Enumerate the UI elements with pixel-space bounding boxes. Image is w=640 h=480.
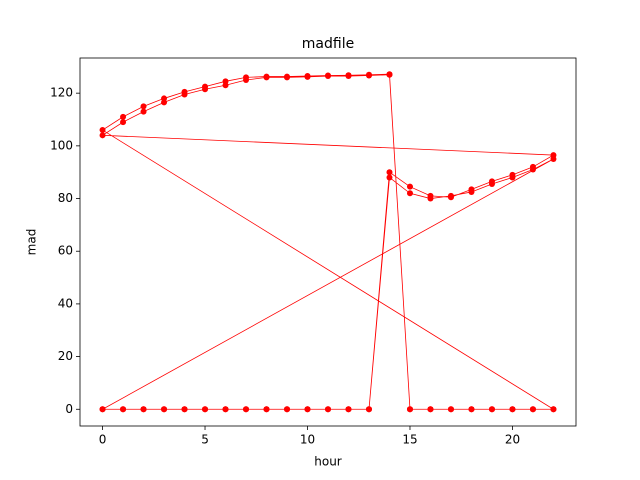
data-point xyxy=(406,183,413,190)
data-point xyxy=(181,88,188,95)
data-point xyxy=(263,73,270,80)
data-point xyxy=(140,406,147,413)
data-point xyxy=(263,406,270,413)
data-point xyxy=(488,406,495,413)
data-point xyxy=(488,178,495,185)
data-point xyxy=(550,406,557,413)
data-point xyxy=(222,406,229,413)
data-point xyxy=(304,406,311,413)
data-point xyxy=(140,103,147,110)
data-point xyxy=(386,174,393,181)
data-point xyxy=(468,186,475,193)
data-point xyxy=(447,406,454,413)
data-point xyxy=(120,113,127,120)
data-point xyxy=(550,152,557,159)
data-point xyxy=(161,406,168,413)
chart-title: madfile xyxy=(302,36,354,52)
data-point xyxy=(161,95,168,102)
data-point xyxy=(243,74,250,81)
data-point xyxy=(406,406,413,413)
data-point xyxy=(202,83,209,90)
data-point xyxy=(509,171,516,178)
data-point xyxy=(365,71,372,78)
data-point xyxy=(345,72,352,79)
data-point xyxy=(386,71,393,78)
data-point xyxy=(529,406,536,413)
data-point xyxy=(345,406,352,413)
y-tick-label: 120 xyxy=(50,86,73,100)
data-point xyxy=(243,406,250,413)
data-point xyxy=(99,406,106,413)
x-axis-label: hour xyxy=(314,455,342,469)
x-tick-label: 15 xyxy=(402,433,417,447)
data-point xyxy=(222,78,229,85)
data-point xyxy=(509,406,516,413)
y-tick-label: 40 xyxy=(58,296,73,310)
data-point xyxy=(284,406,291,413)
data-line xyxy=(100,73,555,410)
x-tick-label: 20 xyxy=(505,433,520,447)
x-tick-label: 5 xyxy=(201,433,209,447)
y-tick-label: 0 xyxy=(65,402,73,416)
x-tick-label: 10 xyxy=(300,433,315,447)
y-tick-label: 60 xyxy=(58,244,73,258)
y-tick-label: 80 xyxy=(58,191,73,205)
y-axis-label: mad xyxy=(25,229,39,256)
data-point xyxy=(427,192,434,199)
data-point xyxy=(325,72,331,79)
data-point xyxy=(468,406,475,413)
data-point xyxy=(386,169,393,176)
data-point xyxy=(365,406,372,413)
data-point xyxy=(529,163,536,170)
data-point xyxy=(181,406,188,413)
data-point xyxy=(120,406,127,413)
data-point xyxy=(99,127,106,134)
plot-frame xyxy=(79,57,577,427)
data-point xyxy=(284,73,291,80)
data-point xyxy=(427,406,434,413)
data-point xyxy=(447,194,454,201)
x-tick-label: 0 xyxy=(99,433,107,447)
y-tick-label: 100 xyxy=(50,138,73,152)
data-point xyxy=(120,119,127,126)
data-point xyxy=(325,406,331,413)
data-point xyxy=(140,108,147,115)
data-point xyxy=(99,132,106,139)
data-point xyxy=(202,406,209,413)
y-tick-label: 20 xyxy=(58,349,73,363)
data-point xyxy=(304,73,311,80)
data-point xyxy=(406,190,413,197)
